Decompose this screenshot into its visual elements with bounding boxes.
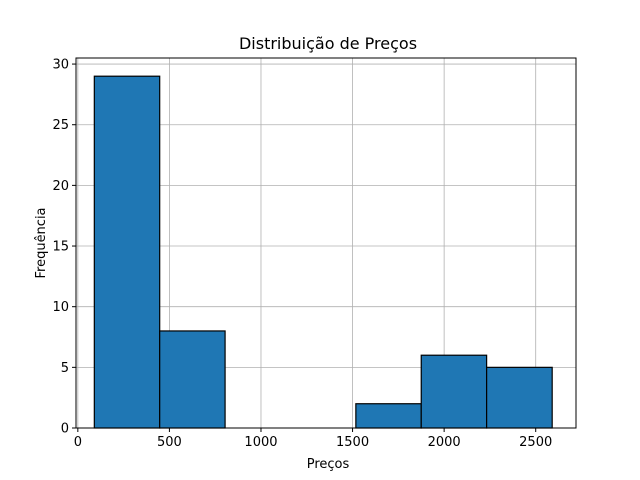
histogram-bar: [420, 354, 488, 429]
bars: [93, 75, 553, 429]
y-tick-label: 25: [52, 118, 69, 133]
x-axis: 0 500 1000 1500 2000 2500: [74, 428, 552, 450]
histogram-bar: [93, 75, 161, 429]
histogram-bar: [159, 330, 226, 429]
chart-title: Distribuição de Preços: [239, 34, 417, 53]
histogram-bar: [486, 366, 553, 429]
x-tick-label: 500: [157, 435, 182, 450]
x-tick-label: 2500: [519, 435, 552, 450]
y-axis: 0 5 10 15 20 25 30: [52, 58, 76, 437]
y-tick-label: 0: [61, 422, 69, 437]
histogram-bar: [355, 403, 422, 429]
y-tick-label: 20: [52, 179, 69, 194]
y-axis-label: Frequência: [34, 207, 49, 278]
plot-frame: [75, 57, 577, 429]
x-tick-label: 2000: [428, 435, 461, 450]
x-tick-label: 0: [74, 435, 82, 450]
x-tick-label: 1500: [336, 435, 369, 450]
y-tick-label: 15: [52, 240, 69, 255]
x-axis-label: Preços: [307, 457, 350, 472]
y-tick-label: 30: [52, 58, 69, 73]
x-tick-label: 1000: [244, 435, 277, 450]
y-tick-label: 5: [61, 361, 69, 376]
y-tick-label: 10: [52, 300, 69, 315]
